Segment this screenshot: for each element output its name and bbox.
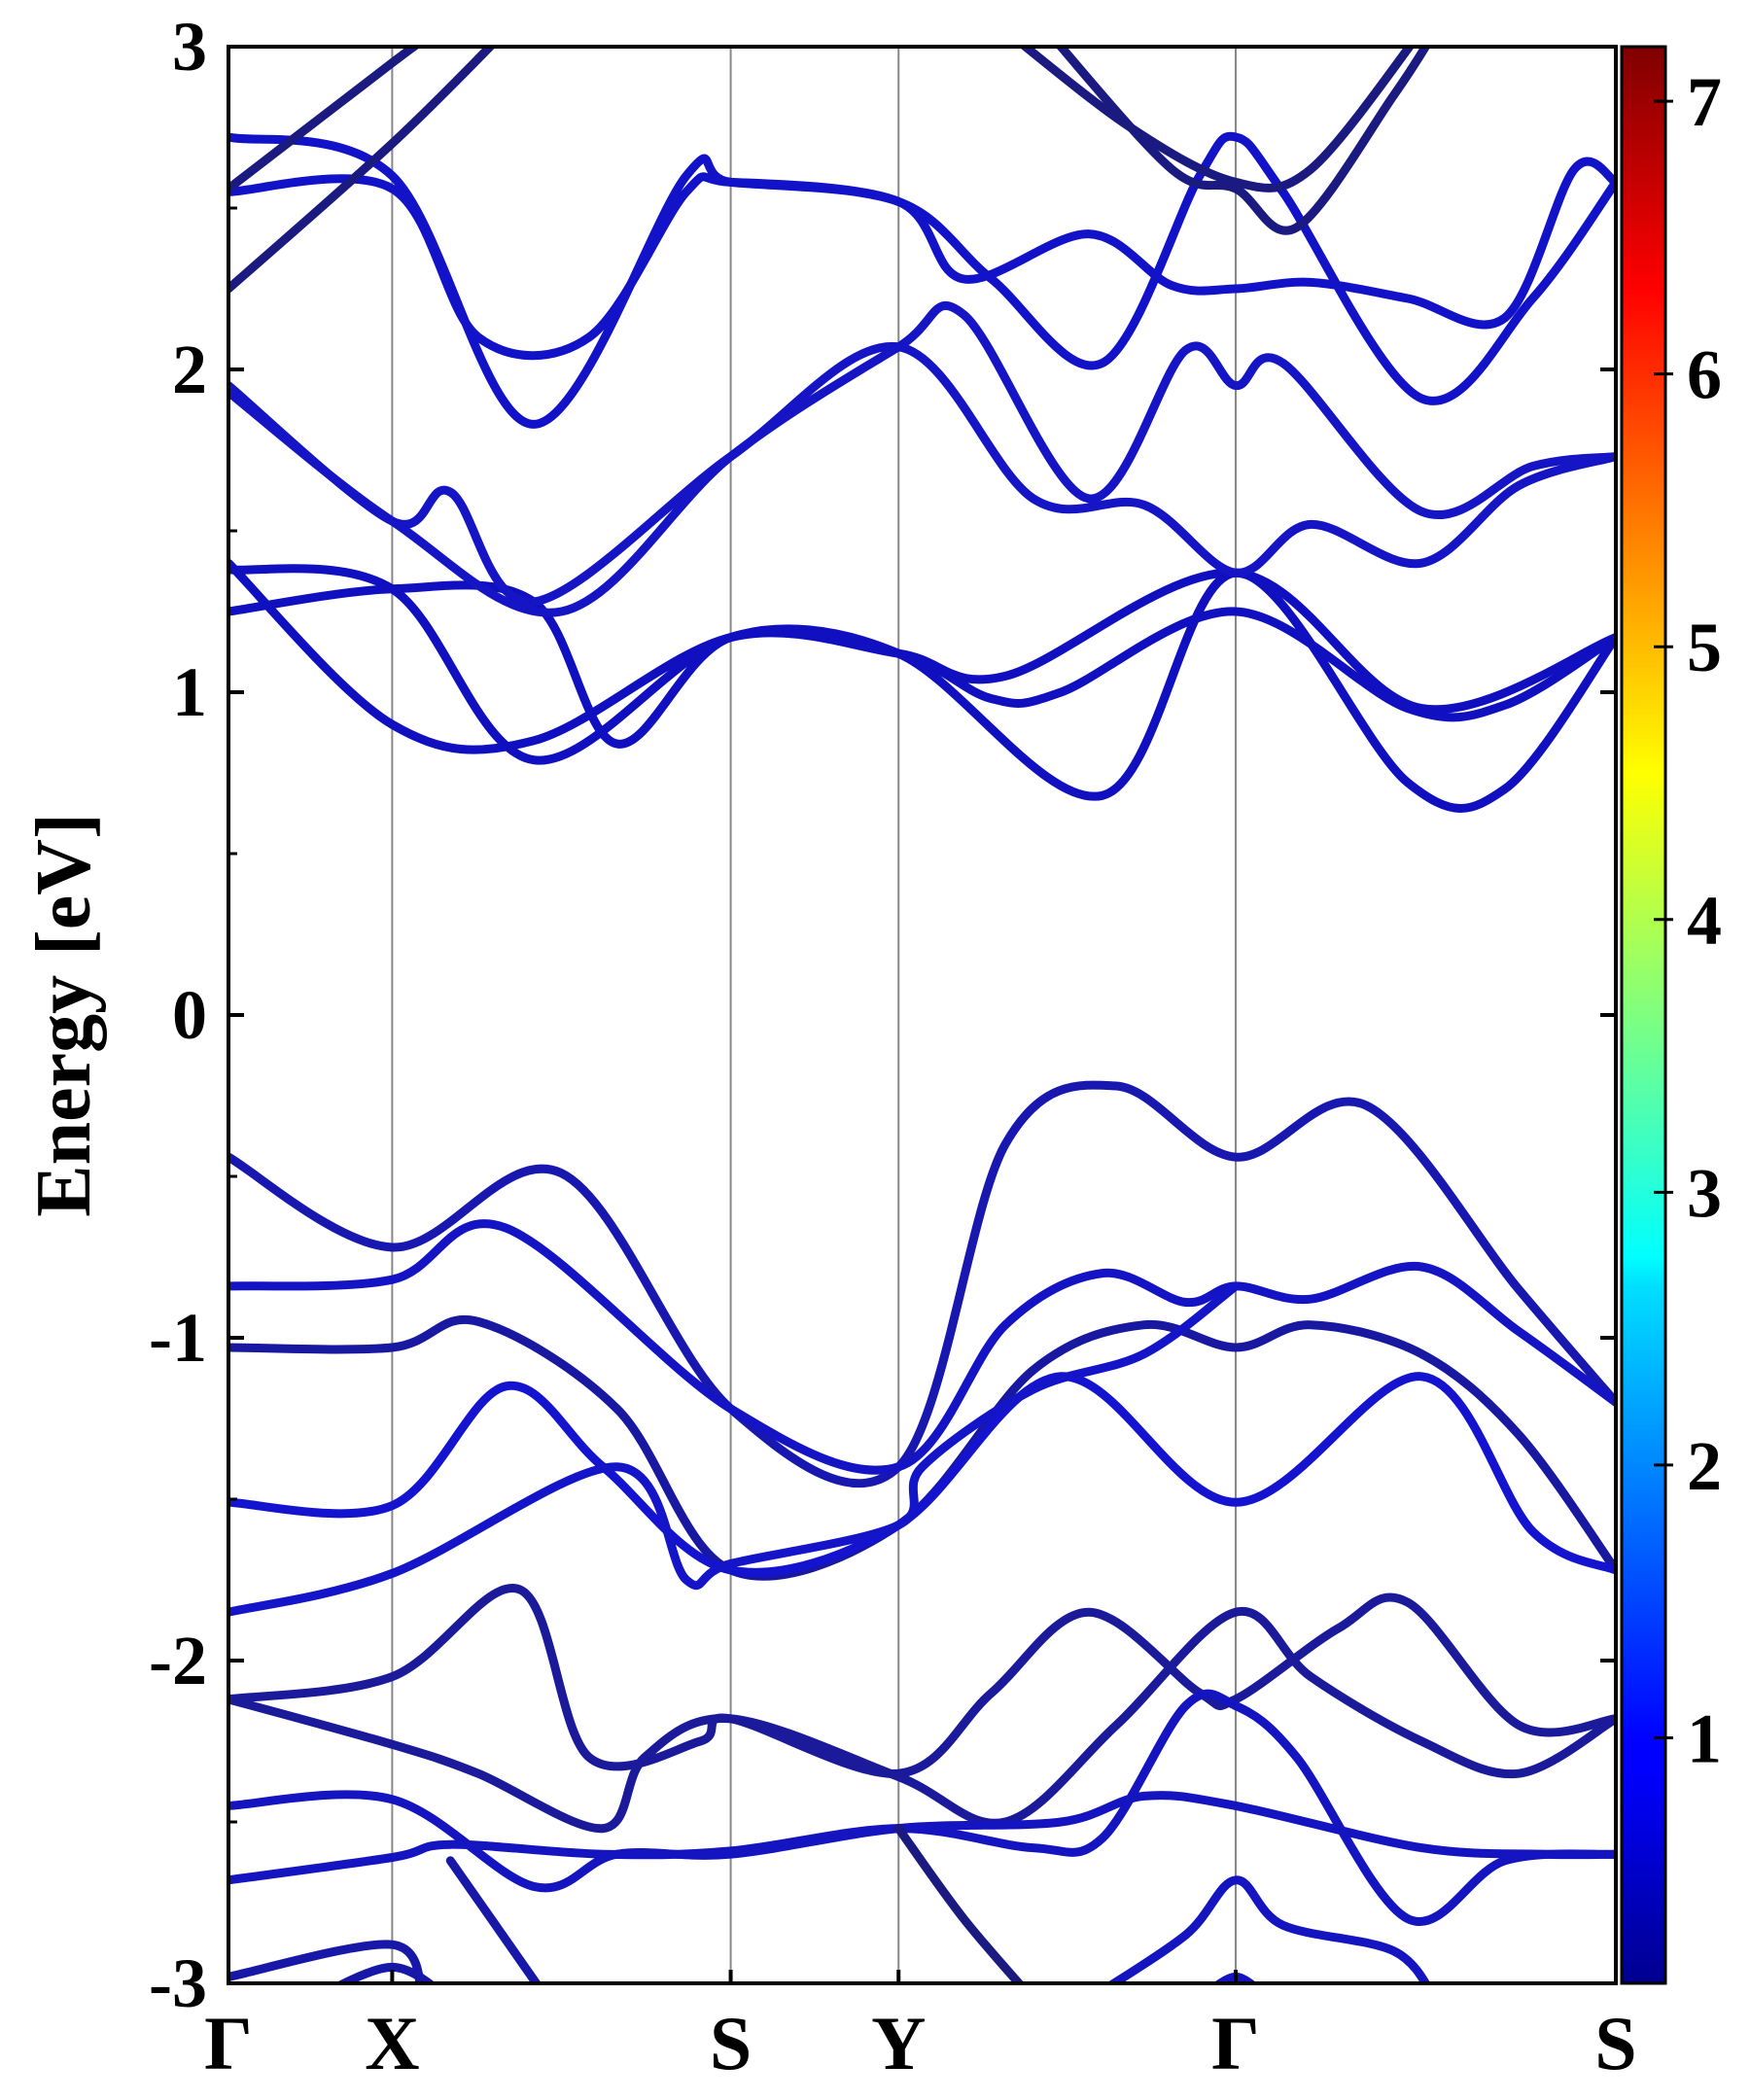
- band-line: [228, 1372, 1616, 1577]
- kpoint-label: Γ: [1211, 2001, 1260, 2085]
- band-line: [228, 300, 1616, 617]
- band-line: [228, 568, 1616, 813]
- band-line: [228, 47, 497, 294]
- y-tick-label: 0: [172, 976, 207, 1054]
- band-line: [228, 1281, 1241, 1617]
- kpoint-label: S: [710, 2001, 752, 2085]
- band-line: [228, 1689, 1616, 1926]
- band-line: [228, 1080, 1616, 1488]
- band-line: [333, 1962, 437, 1983]
- band-line: [228, 47, 422, 193]
- band-line: [228, 1219, 1616, 1475]
- colorbar-tick-label: 1: [1687, 1699, 1722, 1777]
- y-axis-ticks: -3 -2 -1 0 1 2 3: [149, 8, 1616, 2022]
- energy-bands: [228, 47, 1616, 1983]
- colorbar-tick-label: 6: [1687, 336, 1722, 414]
- kpoint-divider-lines: [391, 47, 1238, 1983]
- band-line: [445, 1856, 542, 1983]
- kpoint-label: S: [1594, 2001, 1636, 2085]
- colorbar-tick-label: 3: [1687, 1154, 1722, 1232]
- band-line: [228, 1584, 1616, 1778]
- colorbar-tick-label: 4: [1687, 882, 1722, 960]
- y-tick-label: -1: [149, 1299, 207, 1377]
- colorbar-tick-label: 2: [1687, 1427, 1722, 1505]
- band-line: [1105, 1875, 1431, 1983]
- band-line: [228, 157, 1616, 361]
- colorbar-tick-label: 5: [1687, 609, 1722, 686]
- y-tick-label: -2: [149, 1622, 207, 1699]
- colorbar: [1620, 45, 1667, 1985]
- y-axis-label: Energy [eV]: [21, 813, 107, 1216]
- kpoint-label: Γ: [204, 2001, 253, 2085]
- colorbar-ticks: 1 2 3 4 5 6 7: [1654, 63, 1722, 1777]
- plot-frame: [227, 45, 1618, 1985]
- kpoint-label: X: [365, 2001, 419, 2085]
- y-tick-label: 3: [172, 8, 207, 86]
- band-line: [893, 1824, 1026, 1983]
- band-line: [228, 558, 1616, 754]
- y-tick-label: -3: [149, 1944, 207, 2022]
- colorbar-tick-label: 7: [1687, 63, 1722, 141]
- kpoint-label: Y: [871, 2001, 926, 2085]
- band-line: [1018, 47, 1416, 192]
- y-tick-label: 1: [172, 653, 207, 731]
- band-line: [228, 1606, 1616, 1834]
- y-tick-label: 2: [172, 331, 207, 408]
- band-line: [228, 131, 1616, 429]
- band-line: [228, 341, 1616, 607]
- band-line: [1055, 47, 1431, 235]
